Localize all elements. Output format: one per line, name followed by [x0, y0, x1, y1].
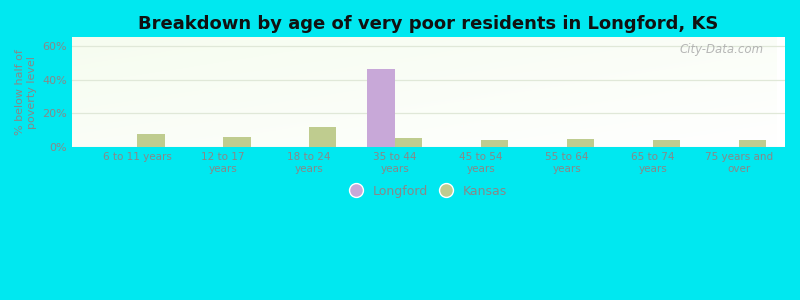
Bar: [137, 134, 165, 147]
Title: Breakdown by age of very poor residents in Longford, KS: Breakdown by age of very poor residents …: [138, 15, 718, 33]
Bar: [223, 137, 250, 147]
Bar: [481, 140, 508, 147]
Bar: [738, 140, 766, 147]
Bar: [395, 138, 422, 147]
Bar: [367, 69, 395, 147]
Text: City-Data.com: City-Data.com: [679, 43, 764, 56]
Bar: [566, 139, 594, 147]
Bar: [653, 140, 680, 147]
Y-axis label: % below half of
poverty level: % below half of poverty level: [15, 49, 37, 135]
Bar: [309, 127, 337, 147]
Legend: Longford, Kansas: Longford, Kansas: [350, 185, 507, 198]
